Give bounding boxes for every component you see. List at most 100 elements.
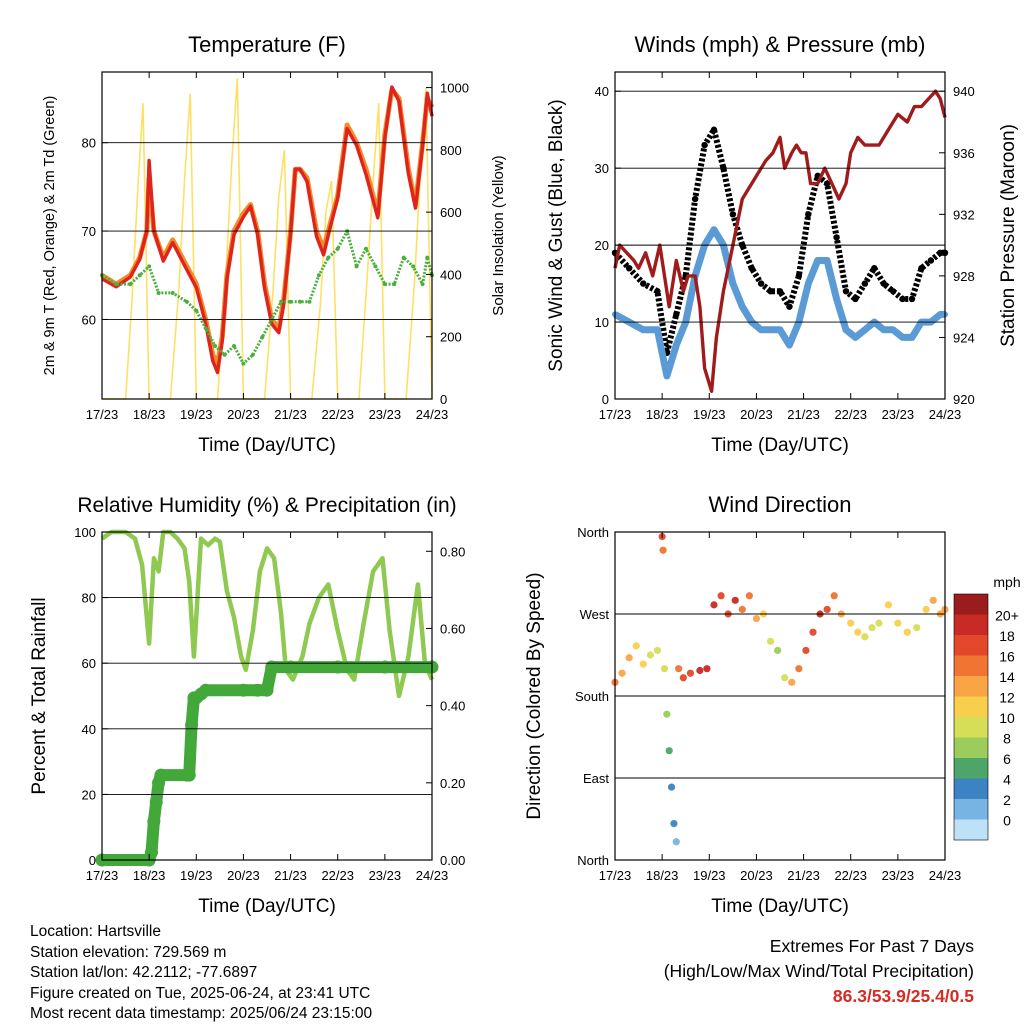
wind-point xyxy=(640,326,647,333)
y-right-tick-label: 928 xyxy=(953,269,975,284)
precip-point xyxy=(149,795,163,809)
precip-point xyxy=(260,683,274,697)
colorbar-swatch xyxy=(954,778,988,799)
x-tick-label: 21/23 xyxy=(274,868,307,883)
wind-point xyxy=(852,334,859,341)
colorbar-label: 18 xyxy=(999,628,1015,644)
td2m-point xyxy=(194,308,199,313)
x-tick-label: 24/23 xyxy=(929,407,962,422)
colorbar-frame xyxy=(953,593,989,841)
y-right-tick-label: 600 xyxy=(440,205,462,220)
td2m-point xyxy=(392,282,397,287)
y-tick-label: 80 xyxy=(82,136,96,151)
plot-frame xyxy=(614,71,946,400)
x-tick-label: 20/23 xyxy=(227,407,260,422)
extremes-values: 86.3/53.9/25.4/0.5 xyxy=(832,986,974,1006)
extremes-title: Extremes For Past 7 Days xyxy=(769,936,974,956)
y-right-tick-label: 920 xyxy=(953,392,975,407)
td2m-point xyxy=(354,264,359,269)
y-tick-label: West xyxy=(580,607,610,622)
direction-point xyxy=(854,628,862,636)
y-tick-label: North xyxy=(577,853,609,868)
wind-point xyxy=(880,326,887,333)
precip-point xyxy=(199,683,213,697)
x-tick-label: 18/23 xyxy=(133,868,166,883)
wind-point xyxy=(758,326,765,333)
direction-point xyxy=(913,624,921,632)
y-tick-label: 20 xyxy=(82,787,96,802)
x-tick-label: 19/23 xyxy=(180,868,213,883)
humidity-precip-panel: 0 20 40 60 80 100 0.00 0.20 0.40 0.60 0.80 17/23 18/… xyxy=(29,494,465,917)
y-right-tick-label: 936 xyxy=(953,146,975,161)
precip-point xyxy=(236,683,250,697)
wind-point xyxy=(899,334,906,341)
td2m-point xyxy=(425,255,430,260)
y-tick-label: 70 xyxy=(82,224,96,239)
colorbar-swatch xyxy=(954,635,988,656)
direction-point xyxy=(861,633,869,641)
direction-point xyxy=(847,619,855,627)
direction-point xyxy=(653,646,662,655)
direction-point xyxy=(667,783,676,791)
direction-point xyxy=(672,838,680,846)
direction-point xyxy=(929,596,937,604)
y-tick-label: 100 xyxy=(74,525,96,540)
precip-point xyxy=(284,660,298,674)
td2m-point xyxy=(401,255,406,260)
location-text: Location: Hartsville xyxy=(30,923,161,940)
direction-point xyxy=(703,665,711,673)
x-tick-label: 23/23 xyxy=(369,868,402,883)
y-right-tick-label: 400 xyxy=(440,267,462,282)
y-tick-label: 10 xyxy=(595,315,609,330)
colorbar-title: mph xyxy=(993,574,1020,590)
x-tick-label: 17/23 xyxy=(599,868,632,883)
colorbar-label: 16 xyxy=(999,648,1015,664)
wind-point xyxy=(786,342,793,349)
direction-point xyxy=(738,605,746,614)
y-axis-label: Direction (Colored By Speed) xyxy=(524,572,545,819)
precip-point xyxy=(185,718,199,732)
direction-point xyxy=(774,646,782,655)
direction-point xyxy=(663,710,671,718)
series-rh-line xyxy=(100,529,435,699)
y-right-tick-label: 0.00 xyxy=(440,853,465,868)
td2m-point xyxy=(128,282,133,287)
plot-frame xyxy=(101,71,433,400)
precip-point xyxy=(182,768,196,782)
wind-point xyxy=(814,257,821,264)
x-tick-label: 23/23 xyxy=(369,407,402,422)
direction-point xyxy=(686,669,695,677)
x-tick-label: 19/23 xyxy=(693,407,726,422)
direction-point xyxy=(875,619,883,627)
direction-point xyxy=(618,669,626,677)
td2m-point xyxy=(307,299,312,304)
colorbar-swatch xyxy=(954,655,988,676)
colorbar-label: 12 xyxy=(999,689,1015,705)
x-tick-label: 23/23 xyxy=(882,868,915,883)
y-axis-label: 2m & 9m T (Red, Orange) & 2m Td (Green) xyxy=(42,96,58,376)
y-right-tick-label: 932 xyxy=(953,207,975,222)
extremes-subtitle: (High/Low/Max Wind/Total Precipitation) xyxy=(663,961,974,981)
td2m-point xyxy=(326,255,331,260)
y-right-tick-label: 0 xyxy=(440,392,447,407)
direction-point xyxy=(781,674,789,682)
y-right-tick-label: 0.60 xyxy=(440,621,465,636)
td2m-point xyxy=(222,352,227,357)
td2m-point xyxy=(316,273,321,278)
y-tick-label: 80 xyxy=(82,591,96,606)
direction-point xyxy=(752,614,761,623)
colorbar-swatch xyxy=(954,717,988,738)
y-tick-label: North xyxy=(577,525,609,540)
chart-title: Relative Humidity (%) & Precipitation (i… xyxy=(77,494,456,517)
precip-point xyxy=(331,660,345,674)
colorbar-label: 2 xyxy=(1003,792,1011,808)
series-gust-line xyxy=(612,126,945,356)
y-right-axis-label: Solar Insolation (Yellow) xyxy=(490,155,507,315)
x-tick-label: 22/23 xyxy=(834,868,867,883)
x-tick-label: 24/23 xyxy=(416,868,449,883)
direction-point xyxy=(766,637,775,645)
direction-point xyxy=(670,819,678,828)
x-tick-label: 18/23 xyxy=(646,407,679,422)
direction-point xyxy=(646,651,654,659)
